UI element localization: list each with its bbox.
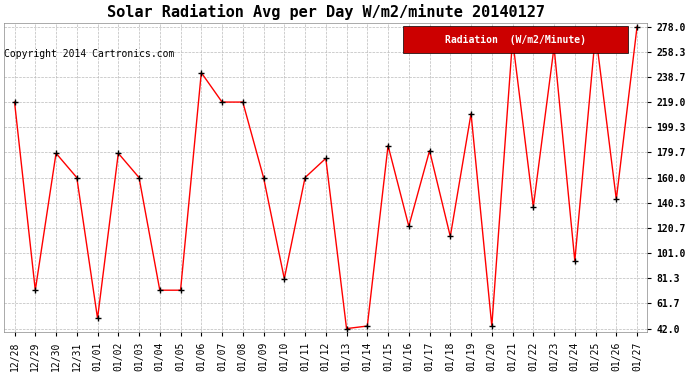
- Title: Solar Radiation Avg per Day W/m2/minute 20140127: Solar Radiation Avg per Day W/m2/minute …: [107, 4, 545, 20]
- Text: Copyright 2014 Cartronics.com: Copyright 2014 Cartronics.com: [4, 49, 175, 59]
- Text: Radiation  (W/m2/Minute): Radiation (W/m2/Minute): [445, 34, 586, 45]
